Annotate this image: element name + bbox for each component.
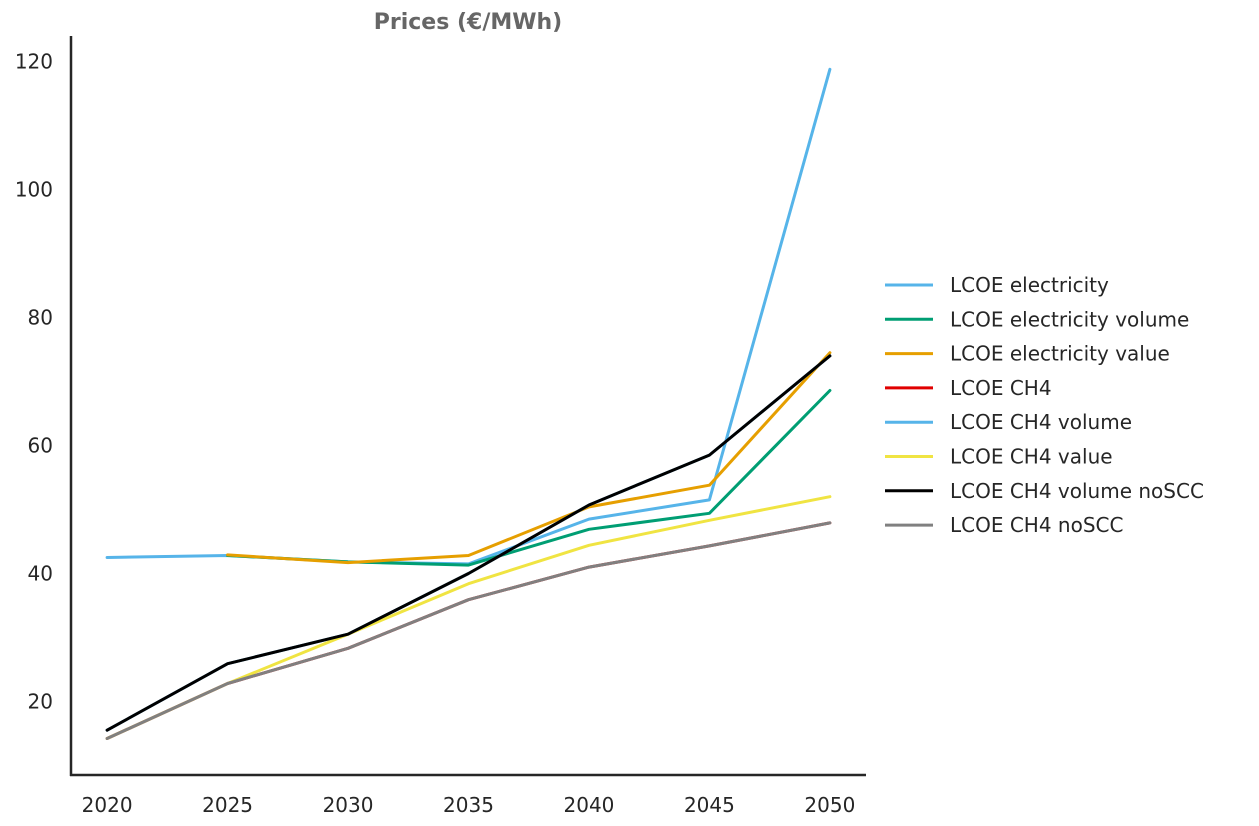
legend: LCOE electricity LCOE electricity volume L… (885, 273, 1204, 537)
legend-label: LCOE electricity (950, 273, 1109, 297)
legend-item: LCOE CH4 value (885, 445, 1113, 469)
series-layer (105, 67, 832, 740)
x-tick-label: 2020 (82, 793, 133, 817)
legend-item: LCOE CH4 noSCC (885, 513, 1123, 537)
legend-item: LCOE CH4 volume (885, 410, 1132, 434)
legend-label: LCOE CH4 volume noSCC (950, 479, 1204, 503)
y-tick-label: 80 (28, 306, 53, 330)
legend-item: LCOE electricity volume (885, 307, 1189, 331)
legend-item: LCOE CH4 volume noSCC (885, 479, 1204, 503)
series-line-8 (105, 521, 832, 740)
y-tick-label: 60 (28, 433, 53, 457)
x-tick-label: 2040 (564, 793, 615, 817)
x-tick-label: 2035 (443, 793, 494, 817)
legend-item: LCOE CH4 (885, 376, 1052, 400)
x-tick-label: 2025 (202, 793, 253, 817)
chart-title: Prices (€/MWh) (374, 10, 563, 35)
y-tick-label: 120 (15, 50, 53, 74)
legend-label: LCOE CH4 noSCC (950, 513, 1123, 537)
series-line-3 (226, 351, 832, 565)
series-line-6 (105, 495, 832, 740)
axes (69, 36, 866, 777)
x-tick-labels: 2020 2025 2030 2035 2040 2045 2050 (82, 793, 856, 817)
legend-item: LCOE electricity (885, 273, 1109, 297)
y-tick-labels: 20 40 60 80 100 120 (15, 50, 53, 714)
legend-label: LCOE CH4 (950, 376, 1052, 400)
legend-item: LCOE electricity value (885, 342, 1170, 366)
legend-label: LCOE electricity volume (950, 307, 1189, 331)
series-line-1 (105, 67, 832, 566)
legend-label: LCOE CH4 value (950, 445, 1113, 469)
legend-label: LCOE electricity value (950, 342, 1170, 366)
y-tick-label: 40 (28, 561, 53, 585)
y-tick-label: 20 (28, 689, 53, 713)
series-line-7 (105, 354, 832, 732)
legend-label: LCOE CH4 volume (950, 410, 1132, 434)
x-tick-label: 2050 (804, 793, 855, 817)
x-tick-label: 2030 (323, 793, 374, 817)
x-tick-label: 2045 (684, 793, 735, 817)
y-tick-label: 100 (15, 178, 53, 202)
